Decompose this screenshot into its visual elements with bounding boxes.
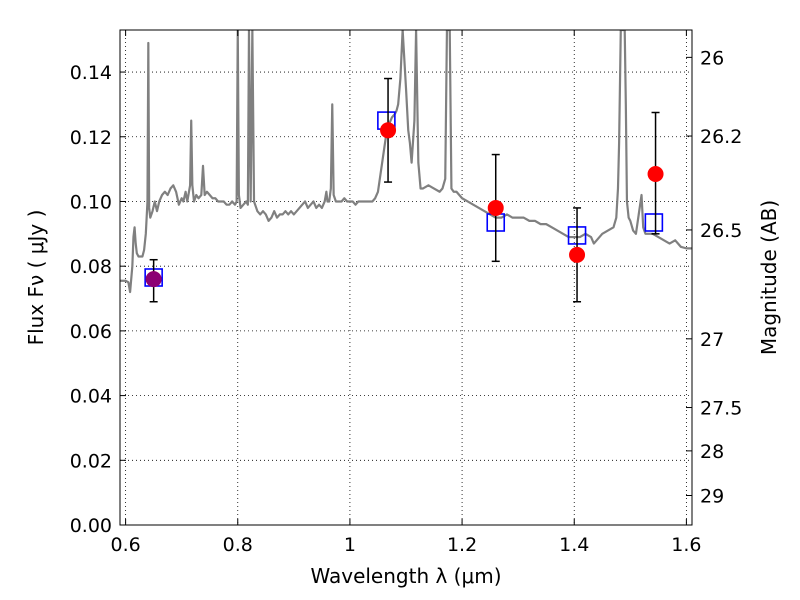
y-tick-label: 0.14 — [70, 62, 112, 84]
y-ticks: 0.00 0.02 0.04 0.06 0.08 0.10 0.12 0.14 — [70, 62, 126, 537]
right-tick-label: 28 — [700, 441, 724, 463]
observed-point — [145, 271, 162, 288]
overlap-point — [145, 271, 162, 288]
y-tick-label: 0.00 — [70, 515, 112, 537]
model-spectrum-layer — [120, 30, 692, 294]
observed-point — [647, 165, 664, 182]
right-tick-label: 29 — [700, 485, 724, 507]
plot-frame — [119, 29, 693, 526]
right-axis-label: Magnitude (AB) — [757, 200, 781, 355]
y-tick-label: 0.06 — [70, 321, 112, 343]
y-tick-label: 0.12 — [70, 127, 112, 149]
model-spectrum-line — [120, 30, 692, 294]
y-tick-label: 0.08 — [70, 256, 112, 278]
y-tick-label: 0.10 — [70, 191, 112, 213]
y-tick-label: 0.04 — [70, 386, 112, 408]
x-axis-label: Wavelength λ (μm) — [310, 564, 501, 588]
observed-point — [380, 122, 397, 139]
x-ticks: 0.6 0.8 1 1.2 1.4 1.6 — [111, 30, 701, 556]
x-tick-label: 1.2 — [447, 534, 477, 556]
right-tick-label: 26.5 — [700, 220, 742, 242]
right-tick-label: 26.2 — [700, 126, 742, 148]
x-tick-label: 0.8 — [223, 534, 253, 556]
y-axis-label: Flux Fν ( μJy ) — [24, 210, 48, 346]
x-tick-label: 1 — [344, 534, 356, 556]
right-tick-label: 27.5 — [700, 398, 742, 420]
error-bars — [149, 77, 660, 303]
observed-points — [145, 122, 664, 288]
x-tick-label: 1.4 — [559, 534, 589, 556]
y-tick-label: 0.02 — [70, 450, 112, 472]
observed-point — [569, 246, 586, 263]
observed-point — [487, 199, 504, 216]
right-ticks: 26 26.2 26.5 27 27.5 28 29 — [686, 47, 742, 507]
synthetic-points — [144, 111, 664, 287]
x-tick-label: 0.6 — [111, 534, 141, 556]
x-tick-label: 1.6 — [671, 534, 701, 556]
synthetic-point — [644, 213, 664, 232]
right-tick-label: 26 — [700, 47, 724, 69]
right-tick-label: 27 — [700, 329, 724, 351]
